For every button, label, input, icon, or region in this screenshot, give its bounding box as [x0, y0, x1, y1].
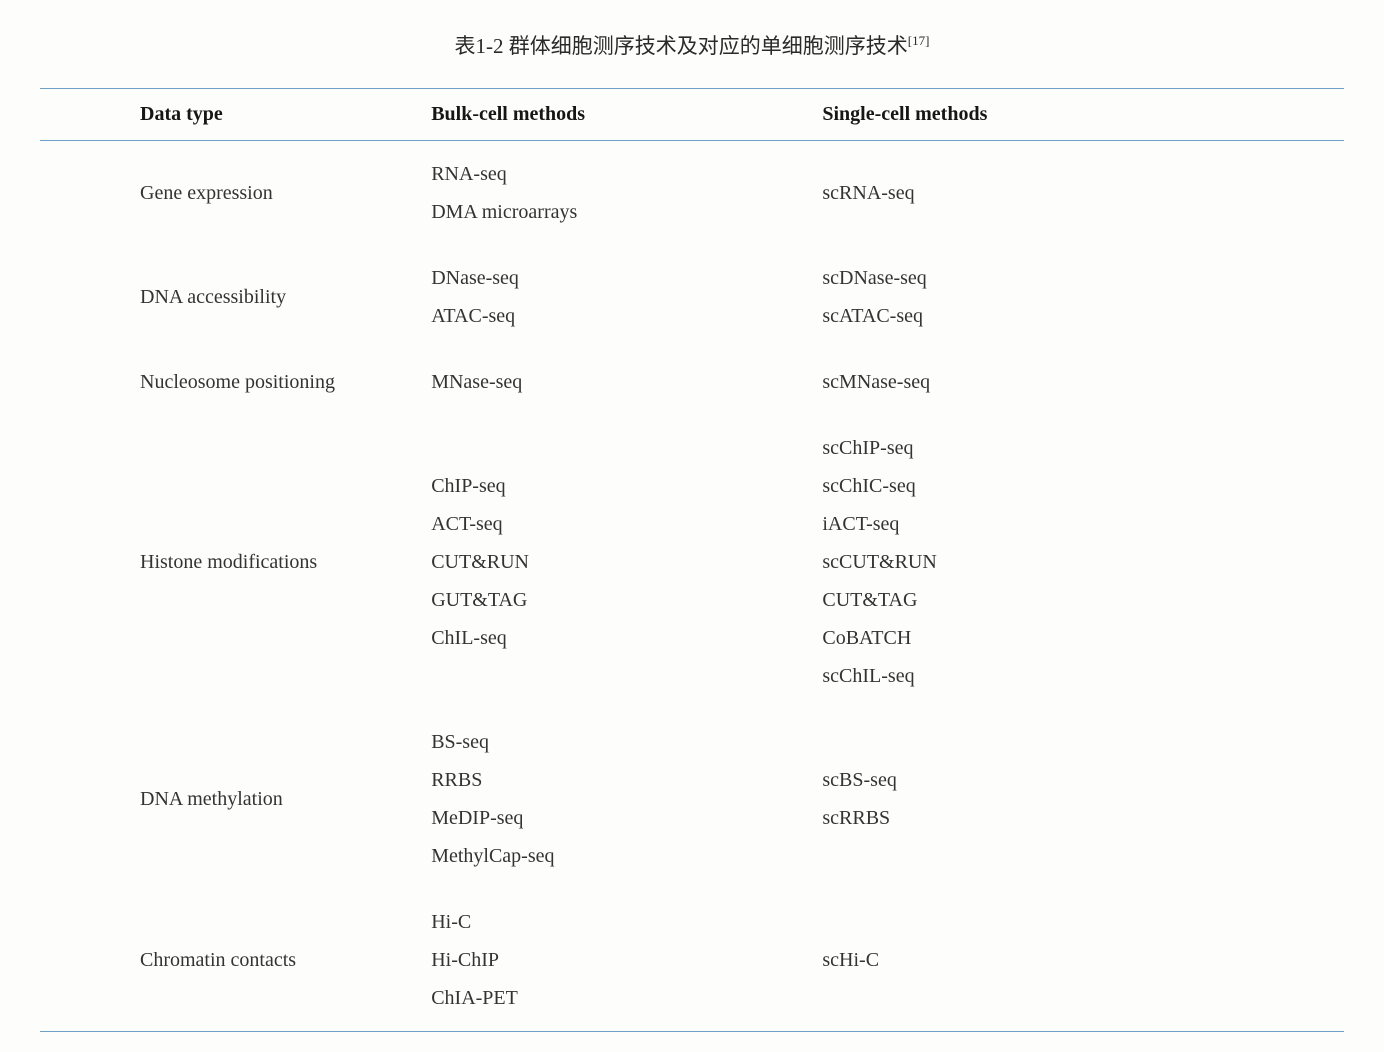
table-row: Nucleosome positioningMNase-seqscMNase-s… — [40, 349, 1344, 415]
table-row: Histone modificationsChIP-seqACT-seqCUT&… — [40, 415, 1344, 709]
cell-data-type: Nucleosome positioning — [40, 349, 431, 415]
cell-data-type: DNA accessibility — [40, 245, 431, 349]
bulk-method: MeDIP-seq — [431, 799, 822, 837]
single-method: CoBATCH — [822, 619, 1344, 657]
single-method: scCUT&RUN — [822, 543, 1344, 581]
caption-text: 表1-2 群体细胞测序技术及对应的单细胞测序技术 — [455, 34, 908, 58]
cell-single-methods: scRNA-seq — [822, 141, 1344, 246]
bulk-method: GUT&TAG — [431, 581, 822, 619]
single-method: scDNase-seq — [822, 259, 1344, 297]
table-header-row: Data type Bulk-cell methods Single-cell … — [40, 89, 1344, 141]
col-header-single: Single-cell methods — [822, 89, 1344, 141]
single-method: scChIL-seq — [822, 657, 1344, 695]
bulk-method: MethylCap-seq — [431, 837, 822, 875]
bulk-method: ACT-seq — [431, 505, 822, 543]
cell-data-type: Chromatin contacts — [40, 889, 431, 1032]
cell-bulk-methods: Hi-CHi-ChIPChIA-PET — [431, 889, 822, 1032]
table-row: Gene expressionRNA-seqDMA microarraysscR… — [40, 141, 1344, 246]
cell-data-type: Histone modifications — [40, 415, 431, 709]
bulk-method: CUT&RUN — [431, 543, 822, 581]
bulk-method: DMA microarrays — [431, 193, 822, 231]
col-header-data-type: Data type — [40, 89, 431, 141]
bulk-method: ChIP-seq — [431, 467, 822, 505]
bulk-method: DNase-seq — [431, 259, 822, 297]
bulk-method: ChIL-seq — [431, 619, 822, 657]
single-method: scMNase-seq — [822, 363, 1344, 401]
single-method: scATAC-seq — [822, 297, 1344, 335]
single-method: scRNA-seq — [822, 174, 1344, 212]
single-method: iACT-seq — [822, 505, 1344, 543]
cell-bulk-methods: ChIP-seqACT-seqCUT&RUNGUT&TAGChIL-seq — [431, 415, 822, 709]
bulk-method: ATAC-seq — [431, 297, 822, 335]
col-header-bulk: Bulk-cell methods — [431, 89, 822, 141]
bulk-method: Hi-C — [431, 903, 822, 941]
cell-bulk-methods: RNA-seqDMA microarrays — [431, 141, 822, 246]
table-row: DNA methylationBS-seqRRBSMeDIP-seqMethyl… — [40, 709, 1344, 889]
bulk-method: RNA-seq — [431, 155, 822, 193]
cell-bulk-methods: BS-seqRRBSMeDIP-seqMethylCap-seq — [431, 709, 822, 889]
bulk-method: RRBS — [431, 761, 822, 799]
single-method: scChIC-seq — [822, 467, 1344, 505]
table-row: Chromatin contactsHi-CHi-ChIPChIA-PETscH… — [40, 889, 1344, 1032]
single-method: scBS-seq — [822, 761, 1344, 799]
cell-data-type: DNA methylation — [40, 709, 431, 889]
methods-table: Data type Bulk-cell methods Single-cell … — [40, 88, 1344, 1032]
bulk-method: Hi-ChIP — [431, 941, 822, 979]
cell-single-methods: scDNase-seqscATAC-seq — [822, 245, 1344, 349]
cell-data-type: Gene expression — [40, 141, 431, 246]
page: 表1-2 群体细胞测序技术及对应的单细胞测序技术[17] Data type B… — [0, 0, 1384, 1052]
bulk-method: ChIA-PET — [431, 979, 822, 1017]
cell-single-methods: scChIP-seqscChIC-seqiACT-seqscCUT&RUNCUT… — [822, 415, 1344, 709]
cell-bulk-methods: DNase-seqATAC-seq — [431, 245, 822, 349]
cell-single-methods: scHi-C — [822, 889, 1344, 1032]
caption-citation: [17] — [908, 33, 930, 48]
table-row: DNA accessibilityDNase-seqATAC-seqscDNas… — [40, 245, 1344, 349]
bulk-method: MNase-seq — [431, 363, 822, 401]
table-body: Gene expressionRNA-seqDMA microarraysscR… — [40, 141, 1344, 1032]
cell-bulk-methods: MNase-seq — [431, 349, 822, 415]
single-method: scChIP-seq — [822, 429, 1344, 467]
single-method: CUT&TAG — [822, 581, 1344, 619]
table-caption: 表1-2 群体细胞测序技术及对应的单细胞测序技术[17] — [40, 30, 1344, 60]
bulk-method: BS-seq — [431, 723, 822, 761]
cell-single-methods: scBS-seqscRRBS — [822, 709, 1344, 889]
single-method: scHi-C — [822, 941, 1344, 979]
cell-single-methods: scMNase-seq — [822, 349, 1344, 415]
single-method: scRRBS — [822, 799, 1344, 837]
